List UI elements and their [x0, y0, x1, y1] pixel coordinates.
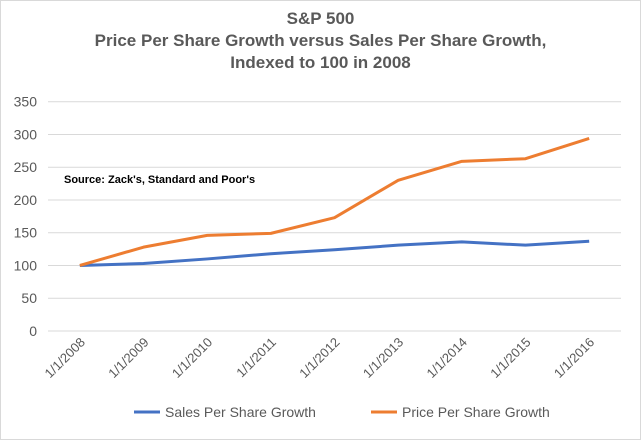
series-line-price-per-share-growth — [79, 136, 590, 267]
chart-subtitle-line1: Price Per Share Growth versus Sales Per … — [94, 31, 547, 50]
x-tick-label: 1/1/2016 — [551, 335, 597, 381]
y-tick-label: 300 — [14, 126, 38, 142]
y-tick-label: 50 — [21, 290, 37, 306]
chart-subtitle-line2: Indexed to 100 in 2008 — [230, 53, 411, 72]
y-tick-label: 250 — [14, 159, 38, 175]
y-tick-label: 150 — [14, 225, 38, 241]
legend-label: Sales Per Share Growth — [165, 404, 316, 420]
x-tick-label: 1/1/2010 — [169, 335, 215, 381]
legend-label: Price Per Share Growth — [402, 404, 550, 420]
x-tick-label: 1/1/2011 — [233, 335, 279, 381]
x-tick-label: 1/1/2015 — [487, 335, 533, 381]
y-tick-label: 100 — [14, 257, 38, 273]
y-tick-label: 350 — [14, 94, 38, 110]
y-tick-label: 0 — [29, 323, 37, 339]
x-tick-label: 1/1/2013 — [360, 335, 406, 381]
y-tick-label: 200 — [14, 192, 38, 208]
source-annotation: Source: Zack's, Standard and Poor's — [64, 174, 256, 186]
x-tick-label: 1/1/2008 — [42, 335, 88, 381]
chart-title: S&P 500 — [286, 9, 355, 28]
x-tick-label: 1/1/2012 — [296, 335, 342, 381]
x-tick-label: 1/1/2009 — [105, 335, 151, 381]
x-tick-label: 1/1/2014 — [424, 335, 470, 381]
